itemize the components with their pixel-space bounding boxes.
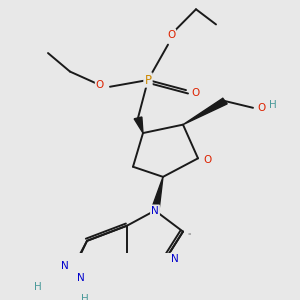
Text: =: = [187, 232, 191, 236]
Text: O: O [96, 80, 104, 90]
Text: N: N [171, 254, 179, 263]
Text: O: O [192, 88, 200, 98]
Text: P: P [145, 74, 152, 86]
Text: N: N [77, 273, 85, 283]
Polygon shape [151, 177, 163, 211]
Polygon shape [183, 98, 227, 124]
Text: O: O [204, 155, 212, 165]
Text: N: N [151, 206, 159, 215]
Text: H: H [81, 294, 89, 300]
Text: H: H [34, 282, 42, 292]
Text: O: O [257, 103, 265, 113]
Text: O: O [167, 29, 175, 40]
Polygon shape [134, 117, 143, 133]
Text: N: N [61, 261, 69, 271]
Text: H: H [269, 100, 277, 110]
